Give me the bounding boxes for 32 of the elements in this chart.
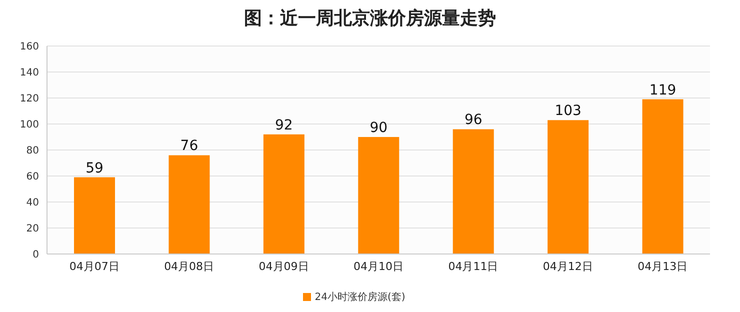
y-tick-label: 40 [26,198,39,209]
x-tick-label: 04月10日 [354,260,404,273]
data-label: 59 [86,160,104,176]
y-tick-label: 100 [20,120,39,131]
bar [358,137,400,254]
bar [548,120,589,254]
data-label: 92 [275,117,293,134]
y-tick-label: 140 [20,68,39,79]
chart-title: 图：近一周北京涨价房源量走势 [243,8,497,31]
bar [263,134,304,254]
x-tick-label: 04月13日 [638,260,688,273]
data-label: 103 [554,103,582,120]
data-label: 76 [180,138,198,154]
data-label: 119 [649,82,676,98]
x-tick-label: 04月09日 [258,260,309,273]
data-label: 90 [370,120,388,136]
bar [74,177,115,254]
y-tick-label: 60 [26,172,39,183]
x-tick-label: 04月11日 [448,260,498,273]
data-label: 96 [464,112,482,128]
bar [168,155,210,254]
x-tick-label: 04月07日 [69,260,120,273]
y-tick-label: 80 [26,146,39,157]
y-tick-label: 0 [32,250,39,261]
x-tick-label: 04月08日 [164,260,214,273]
y-tick-label: 20 [26,224,39,235]
bar [642,99,684,254]
x-tick-label: 04月12日 [542,260,593,273]
bar [452,129,494,254]
y-tick-label: 120 [20,94,39,105]
y-tick-label: 160 [20,42,39,53]
legend-label: 24小时涨价房源(套) [314,292,406,303]
